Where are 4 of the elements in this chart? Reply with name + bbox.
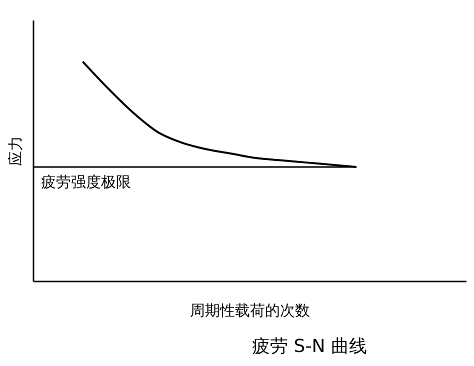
- y-axis-title: 应力: [6, 136, 24, 166]
- text: 疲劳 S-N 曲线: [252, 336, 367, 357]
- x-axis-title: 周期性载荷的次数: [190, 302, 310, 320]
- ref-line-label: 疲劳强度极限: [41, 172, 131, 191]
